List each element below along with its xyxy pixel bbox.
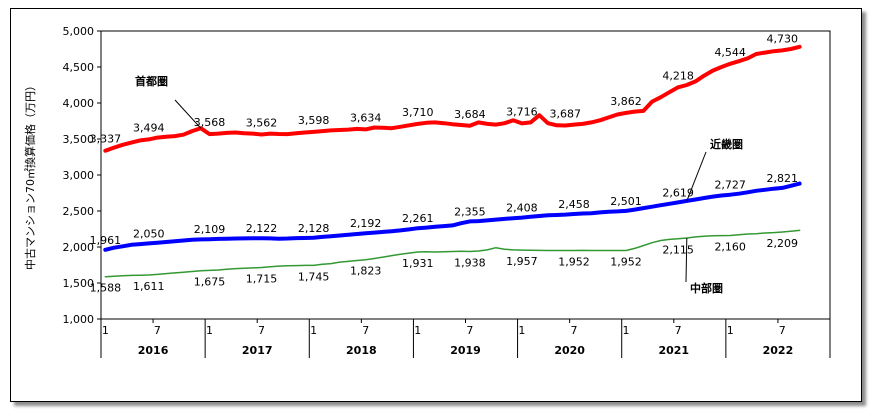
data-label: 2,501 [610,195,642,208]
x-year-label: 2017 [242,344,273,357]
data-label: 1,588 [90,282,122,295]
x-tick-label: 7 [362,324,369,337]
data-label: 1,952 [558,255,590,268]
data-label: 1,931 [402,257,434,270]
data-label: 2,050 [133,227,165,240]
data-label: 1,961 [90,234,122,247]
data-label: 2,192 [350,217,382,230]
x-tick-label: 7 [675,324,682,337]
series-label: 首都圏 [135,74,168,88]
series-line [103,44,802,153]
data-label: 4,218 [662,69,694,82]
data-label: 1,745 [298,270,330,283]
data-label: 4,544 [714,46,746,59]
data-label: 3,568 [194,116,226,129]
x-year-label: 2018 [346,344,377,357]
x-tick-label: 1 [206,324,213,337]
x-tick-label: 1 [310,324,317,337]
x-tick-label: 1 [623,324,630,337]
y-axis-title: 中古マンション70㎡換算価格（万円） [23,80,37,270]
data-label: 2,619 [662,186,694,199]
data-label: 2,408 [506,202,538,215]
x-tick-label: 7 [570,324,577,337]
data-label: 1,952 [610,255,642,268]
series-leader-line [686,151,707,202]
y-tick-label: 1,500 [63,277,95,290]
data-label: 3,598 [298,114,330,127]
x-tick-label: 1 [518,324,525,337]
x-tick-label: 7 [258,324,265,337]
data-label: 2,122 [246,222,278,235]
data-label: 2,458 [558,198,590,211]
x-tick-label: 1 [102,324,109,337]
data-label: 2,821 [767,172,799,185]
series-line [103,181,802,252]
series-label: 近畿圏 [710,137,743,151]
data-label: 3,687 [550,108,582,121]
x-year-label: 2020 [554,344,585,357]
data-label: 2,160 [714,240,746,253]
y-tick-label: 3,000 [63,169,95,182]
chart-frame [10,8,862,402]
data-label: 2,209 [767,237,799,250]
y-tick-label: 4,000 [63,97,95,110]
data-label: 3,684 [454,108,486,121]
data-label: 1,675 [194,275,226,288]
data-label: 1,938 [454,256,486,269]
data-label: 1,957 [506,255,538,268]
data-label: 3,562 [246,117,278,130]
x-tick-label: 7 [466,324,473,337]
series-label: 中部圏 [690,281,723,295]
data-label: 4,730 [767,32,799,45]
data-label: 3,494 [133,121,165,134]
data-label: 2,727 [714,179,746,192]
data-label: 1,611 [133,280,165,293]
data-label: 1,715 [246,273,278,286]
y-tick-label: 1,000 [63,313,95,326]
x-year-label: 2016 [138,344,169,357]
data-label: 3,862 [610,95,642,108]
data-label: 2,115 [662,244,694,257]
data-label: 3,716 [506,105,538,118]
data-label: 2,261 [402,212,434,225]
y-tick-label: 2,500 [63,205,95,218]
x-year-label: 2022 [763,344,794,357]
x-tick-label: 1 [727,324,734,337]
x-tick-label: 1 [414,324,421,337]
series-leader-line [174,99,202,129]
data-label: 2,109 [194,223,226,236]
x-year-label: 2019 [450,344,481,357]
data-label: 1,823 [350,265,382,278]
y-tick-label: 5,000 [63,25,95,38]
data-label: 2,355 [454,205,486,218]
x-tick-label: 7 [154,324,161,337]
data-label: 3,710 [402,106,434,119]
data-label: 3,337 [90,133,122,146]
data-label: 2,128 [298,222,330,235]
series-line [104,229,801,278]
y-tick-label: 2,000 [63,241,95,254]
y-tick-label: 4,500 [63,61,95,74]
data-label: 3,634 [350,111,382,124]
x-year-label: 2021 [658,344,689,357]
y-tick-label: 3,500 [63,133,95,146]
x-tick-label: 7 [779,324,786,337]
series-leader-line [685,237,688,283]
